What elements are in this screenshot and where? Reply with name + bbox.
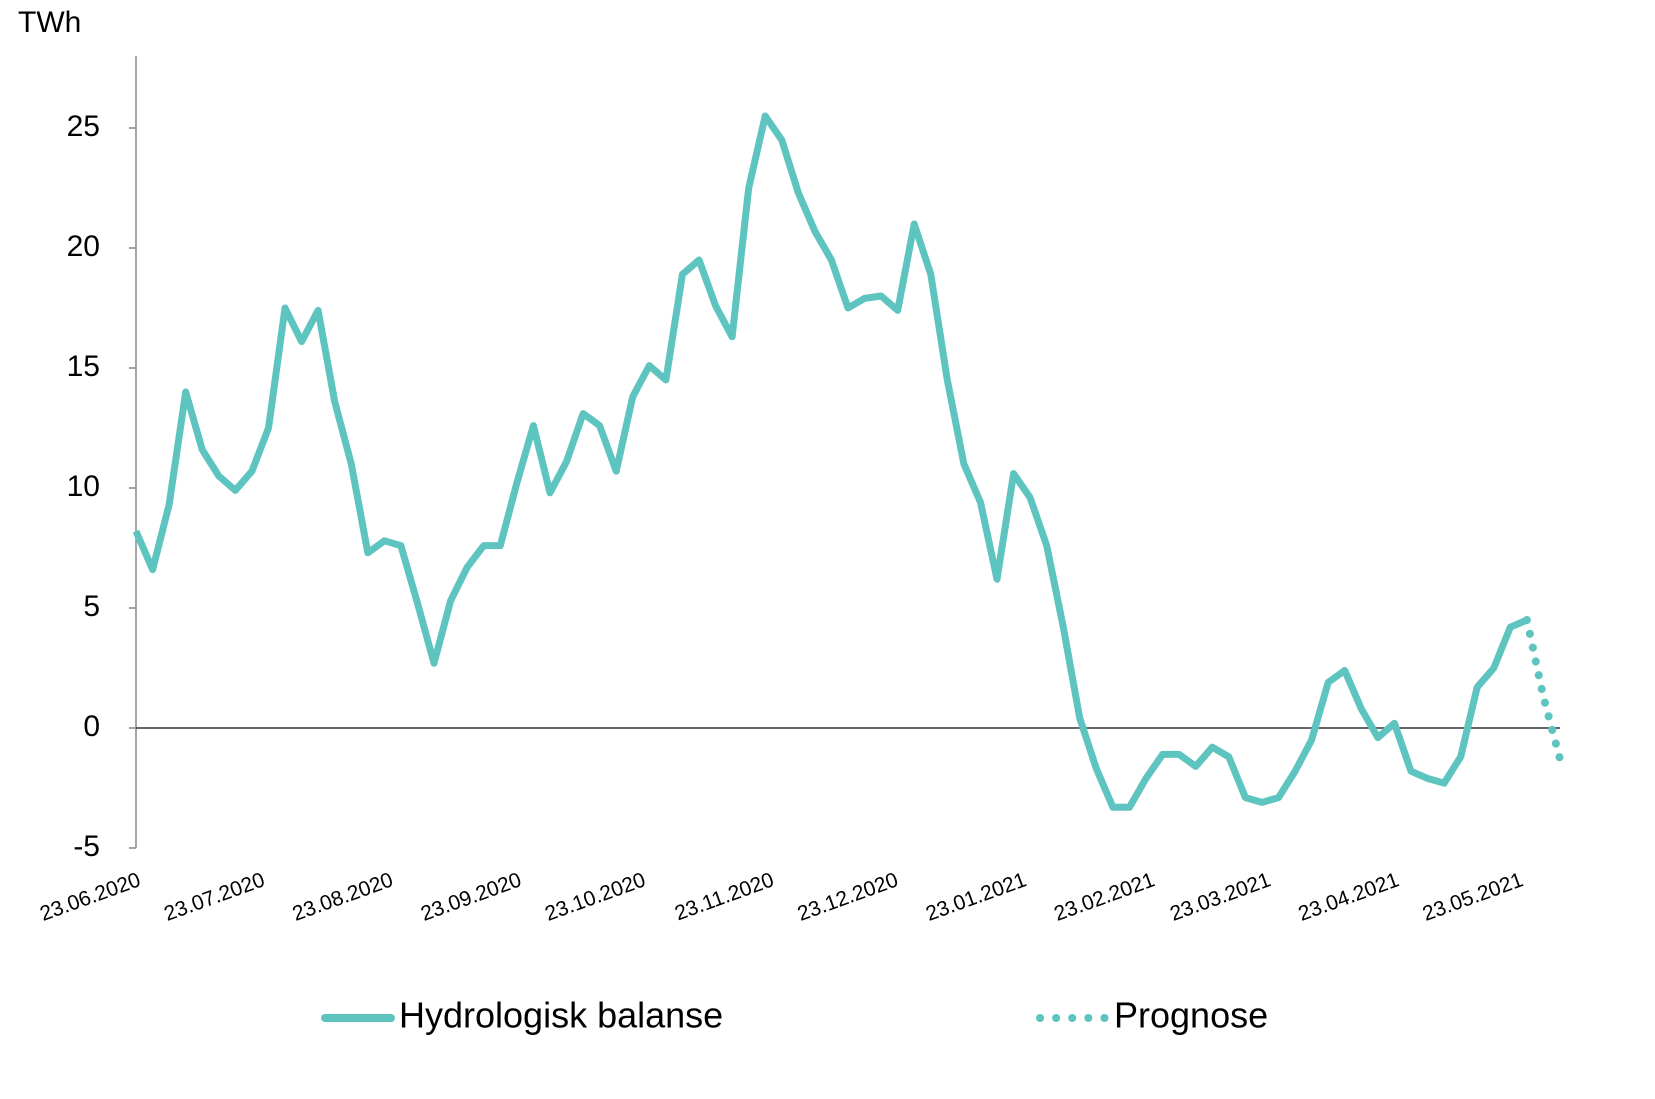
x-tick-label: 23.01.2021 bbox=[923, 868, 1030, 926]
y-tick-label: 0 bbox=[83, 710, 100, 743]
y-axis-label: TWh bbox=[18, 6, 81, 39]
x-tick-label: 23.05.2021 bbox=[1420, 868, 1527, 926]
series-line bbox=[132, 112, 1529, 811]
x-tick-label: 23.07.2020 bbox=[161, 868, 268, 926]
x-tick-label: 23.11.2020 bbox=[672, 868, 777, 925]
x-tick-label: 23.04.2021 bbox=[1295, 868, 1402, 926]
x-tick-label: 23.08.2020 bbox=[289, 868, 396, 926]
x-tick-label: 23.03.2021 bbox=[1167, 868, 1274, 926]
x-tick-label: 23.06.2020 bbox=[37, 868, 144, 926]
x-tick-label: 23.02.2021 bbox=[1051, 868, 1158, 926]
x-tick-label: 23.10.2020 bbox=[542, 868, 649, 926]
y-tick-label: 5 bbox=[83, 590, 100, 623]
y-tick-label: 25 bbox=[67, 110, 100, 143]
series-line bbox=[1522, 616, 1564, 764]
y-tick-label: -5 bbox=[73, 830, 100, 863]
y-tick-label: 20 bbox=[67, 230, 100, 263]
x-tick-label: 23.09.2020 bbox=[418, 868, 525, 926]
y-tick-label: 15 bbox=[67, 350, 100, 383]
y-tick-label: 10 bbox=[67, 470, 100, 503]
legend-label: Hydrologisk balanse bbox=[399, 995, 723, 1036]
x-tick-label: 23.12.2020 bbox=[795, 868, 902, 926]
legend-label: Prognose bbox=[1114, 995, 1268, 1036]
